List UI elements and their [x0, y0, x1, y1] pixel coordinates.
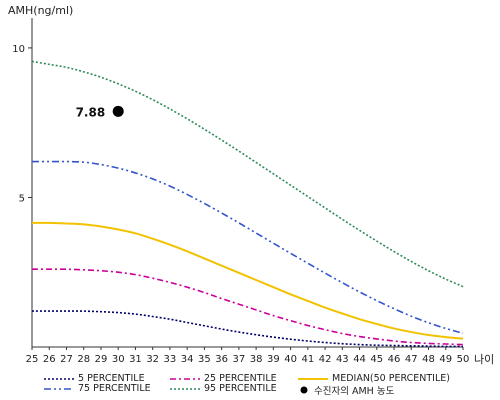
x-tick-label: 45 — [370, 354, 383, 365]
legend-item: 95 PERCENTILE — [170, 383, 277, 394]
x-tick-label: 50 — [457, 354, 470, 365]
x-tick-label: 47 — [405, 354, 418, 365]
legend-item: 5 PERCENTILE — [44, 373, 145, 384]
chart-series — [31, 60, 464, 348]
y-tick-label: 5 — [19, 193, 25, 204]
x-tick-label: 46 — [388, 354, 401, 365]
legend-line-swatch — [170, 377, 200, 380]
legend-label: 5 PERCENTILE — [78, 373, 145, 384]
x-tick-label: 32 — [146, 354, 159, 365]
x-tick-label: 43 — [336, 354, 349, 365]
chart-legend: 5 PERCENTILE 75 PERCENTILE 25 PERCENTILE 95… — [0, 368, 500, 400]
x-tick-label: 42 — [319, 354, 332, 365]
legend-line-swatch — [44, 387, 74, 390]
patient-amh-point — [112, 105, 124, 117]
legend-item: MEDIAN(50 PERCENTILE) — [298, 373, 450, 384]
x-tick-label: 31 — [129, 354, 142, 365]
x-tick-label: 39 — [267, 354, 280, 365]
series-line-75-percentile — [32, 160, 464, 335]
legend-line-swatch — [170, 387, 200, 390]
x-tick-label: 37 — [233, 354, 246, 365]
legend-item: 25 PERCENTILE — [170, 373, 277, 384]
y-tick-label: 10 — [12, 44, 25, 55]
legend-label: 95 PERCENTILE — [204, 383, 277, 394]
x-tick-label: 27 — [60, 354, 73, 365]
x-tick-label: 25 — [26, 354, 39, 365]
patient-amh-value-label: 7.88 — [76, 105, 106, 119]
legend-item: 75 PERCENTILE — [44, 383, 151, 394]
legend-label: MEDIAN(50 PERCENTILE) — [332, 373, 450, 384]
x-tick-label: 48 — [422, 354, 435, 365]
y-axis-label: AMH(ng/ml) — [8, 4, 73, 17]
x-tick-label: 34 — [181, 354, 194, 365]
series-line-5-percentile — [31, 310, 464, 348]
legend-line-swatch — [44, 377, 74, 380]
series-line-median-50-percentile — [31, 221, 464, 340]
legend-line-swatch — [298, 377, 328, 380]
x-tick-label: 29 — [95, 354, 108, 365]
x-tick-label: 44 — [353, 354, 366, 365]
series-line-95-percentile — [31, 60, 464, 288]
x-tick-label: 49 — [439, 354, 452, 365]
amh-chart: 5 10 25 26 27 28 29 30 31 32 33 34 35 36 37 38 39 40 41 42 4… — [8, 4, 494, 366]
x-axis-label: 나이 — [474, 353, 494, 366]
legend-item: 수진자의 AMH 농도 — [298, 383, 394, 397]
x-tick-label: 33 — [164, 354, 177, 365]
legend-label: 75 PERCENTILE — [78, 383, 151, 394]
x-tick-label: 40 — [284, 354, 297, 365]
legend-label: 25 PERCENTILE — [204, 373, 277, 384]
x-tick-label: 35 — [198, 354, 211, 365]
series-line-25-percentile — [32, 268, 464, 346]
chart-axes: 5 10 25 26 27 28 29 30 31 32 33 34 35 36 37 38 39 40 41 42 4… — [12, 18, 469, 365]
x-tick-label: 26 — [43, 354, 56, 365]
x-tick-label: 36 — [215, 354, 228, 365]
legend-label: 수진자의 AMH 농도 — [314, 386, 395, 397]
x-tick-label: 28 — [77, 354, 90, 365]
x-tick-label: 41 — [301, 354, 314, 365]
legend-dot-icon — [300, 386, 308, 394]
chart-markers: 7.88 — [76, 105, 124, 119]
x-tick-label: 30 — [112, 354, 125, 365]
x-tick-label: 38 — [250, 354, 263, 365]
